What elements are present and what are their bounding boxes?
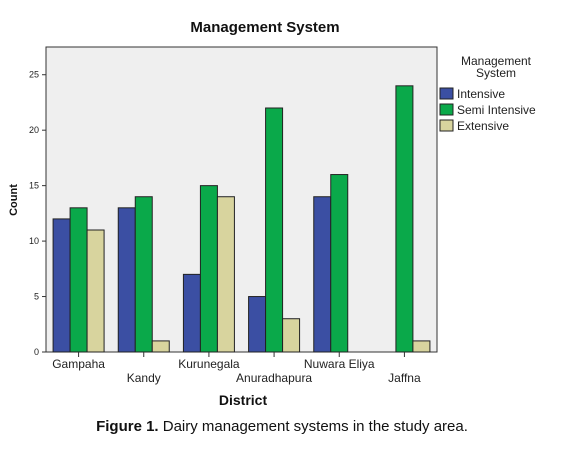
x-tick-label: Kandy: [127, 371, 161, 385]
bar-semi-intensive: [134, 196, 153, 353]
y-axis-label: Count: [8, 184, 20, 216]
bar-semi-intensive: [199, 185, 218, 353]
y-tick-label: 15: [29, 181, 39, 191]
bar-intensive: [182, 273, 201, 353]
x-tick-label: Anuradhapura: [236, 371, 312, 385]
legend-title: Management: [461, 54, 532, 68]
bar-intensive: [248, 296, 267, 353]
y-tick-label: 5: [34, 292, 39, 302]
plot-area: [45, 46, 438, 353]
bar-extensive: [282, 318, 301, 353]
legend-swatch: [439, 87, 454, 100]
legend-swatch: [439, 119, 454, 132]
caption-label: Figure 1.: [96, 418, 159, 435]
bar-semi-intensive: [265, 107, 284, 353]
x-axis-label: District: [219, 392, 268, 408]
bar-extensive: [86, 229, 105, 353]
figure-caption: Figure 1. Dairy management systems in th…: [0, 418, 564, 435]
caption-text: Dairy management systems in the study ar…: [158, 418, 468, 435]
legend-label: Extensive: [457, 119, 509, 133]
y-tick-label: 0: [34, 347, 39, 357]
bar-intensive: [52, 218, 71, 353]
legend-label: Semi Intensive: [457, 103, 536, 117]
y-tick-label: 25: [29, 70, 39, 80]
y-tick-label: 20: [29, 125, 39, 135]
x-tick-label: Nuwara Eliya: [304, 357, 375, 371]
bar-extensive: [412, 340, 431, 353]
x-tick-label: Jaffna: [388, 371, 421, 385]
bar-intensive: [313, 196, 332, 353]
bar-semi-intensive: [69, 207, 88, 353]
chart-title: Management System: [190, 19, 339, 36]
legend-title: System: [476, 66, 516, 80]
y-tick-label: 10: [29, 236, 39, 246]
bar-semi-intensive: [330, 174, 349, 353]
bar-intensive: [117, 207, 136, 353]
x-tick-label: Gampaha: [52, 357, 105, 371]
legend-swatch: [439, 103, 454, 116]
bar-extensive: [216, 196, 235, 353]
x-tick-label: Kurunegala: [178, 357, 240, 371]
bar-semi-intensive: [395, 85, 414, 353]
bar-extensive: [151, 340, 170, 353]
legend-label: Intensive: [457, 87, 505, 101]
